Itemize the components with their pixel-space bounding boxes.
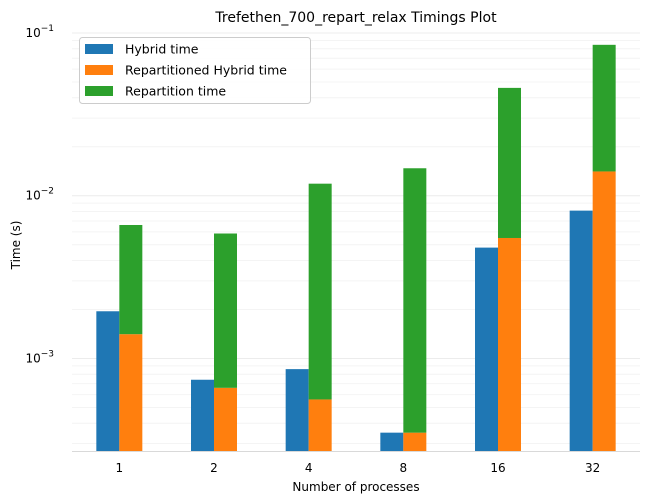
y-tick-label: 10−3 [25, 349, 54, 365]
bar-repartition-time [498, 87, 521, 238]
legend-swatch [85, 65, 113, 75]
x-tick-label: 1 [116, 461, 124, 475]
bar-repartitioned-hybrid-time [214, 387, 237, 451]
x-tick-label: 8 [400, 461, 408, 475]
bar-repartition-time [214, 233, 237, 388]
bar-repartitioned-hybrid-time [592, 171, 616, 451]
legend: Hybrid time Repartitioned Hybrid time Repa… [79, 37, 311, 104]
x-tick-label: 16 [490, 461, 505, 475]
x-tick-label: 2 [210, 461, 218, 475]
grid-lines [72, 32, 640, 445]
legend-label: Repartitioned Hybrid time [125, 63, 287, 78]
bar-repartition-time [592, 44, 616, 172]
bar-repartitioned-hybrid-time [498, 237, 521, 451]
bar-hybrid-time [475, 247, 498, 451]
bar-hybrid-time [96, 311, 120, 451]
bar-repartition-time [119, 224, 143, 335]
bar-hybrid-time [380, 432, 404, 451]
x-tick-label: 4 [305, 461, 313, 475]
y-tick-label: 10−2 [25, 187, 54, 203]
x-tick-label: 32 [585, 461, 600, 475]
bars [96, 44, 616, 451]
bar-repartitioned-hybrid-time [119, 334, 143, 451]
x-tick-labels: 1 2 4 8 16 32 [116, 461, 601, 475]
legend-label: Repartition time [125, 84, 226, 99]
bar-hybrid-time [191, 379, 214, 451]
legend-label: Hybrid time [125, 42, 199, 57]
bar-repartitioned-hybrid-time [403, 432, 427, 451]
bar-hybrid-time [285, 369, 309, 451]
y-tick-labels: 10−3 10−2 10−1 [25, 24, 54, 365]
y-axis-label: Time (s) [9, 221, 23, 271]
chart-title: Trefethen_700_repart_relax Timings Plot [214, 10, 497, 26]
bar-repartition-time [403, 168, 427, 433]
legend-swatch [85, 44, 113, 54]
x-axis-label: Number of processes [292, 480, 419, 494]
legend-swatch [85, 86, 113, 96]
bar-repartitioned-hybrid-time [308, 399, 332, 451]
y-tick-label: 10−1 [25, 24, 54, 40]
bar-hybrid-time [569, 210, 593, 451]
bar-repartition-time [308, 183, 332, 400]
legend-box [79, 37, 311, 104]
